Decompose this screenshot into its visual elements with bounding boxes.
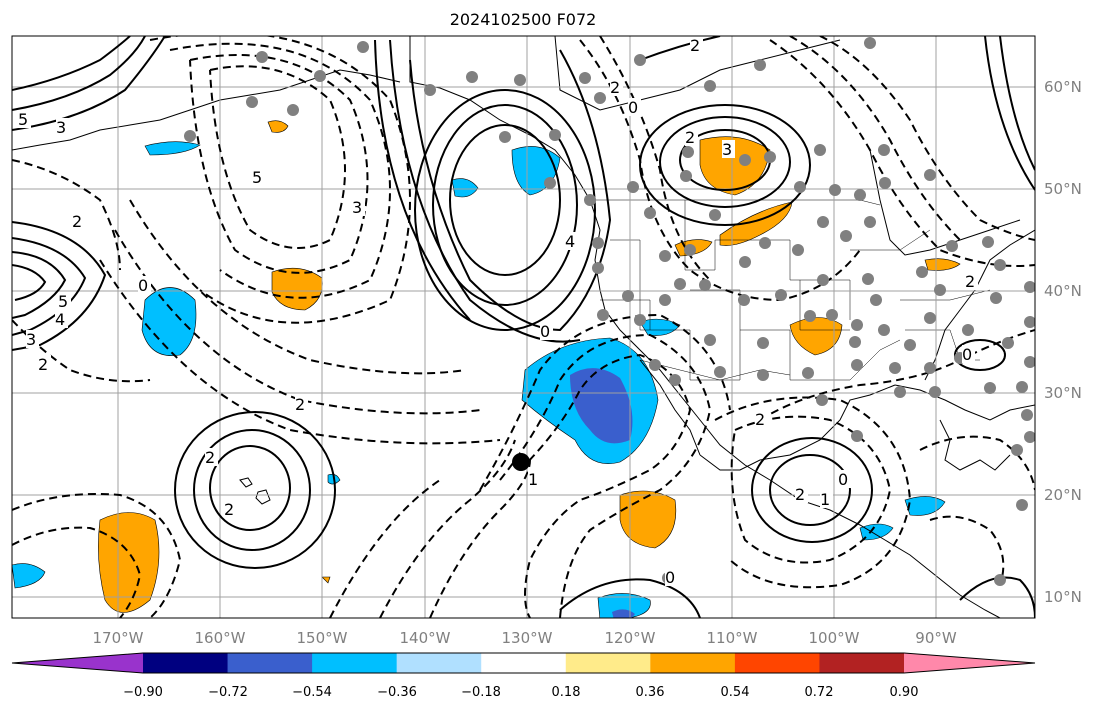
- contour-label: 2: [795, 485, 805, 504]
- contour-label: 0: [962, 345, 972, 364]
- contour-label: 3: [722, 140, 732, 159]
- contour-label: 4: [55, 310, 65, 329]
- contour-label: 0: [628, 98, 638, 117]
- colorbar-tick-labels: −0.90 −0.72 −0.54 −0.36 −0.18 0.18 0.36 …: [123, 685, 918, 700]
- colorbar-segment: [396, 653, 482, 673]
- positive-region: [321, 576, 331, 584]
- colorbar-tick-label: 0.72: [805, 685, 834, 700]
- lat-label: 20°N: [1044, 486, 1082, 504]
- contour-label: 2: [610, 78, 620, 97]
- lon-label: 160°W: [195, 629, 246, 647]
- contour-label: 2: [38, 355, 48, 374]
- map-title: 2024102500 F072: [449, 10, 597, 29]
- colorbar: [11, 652, 1036, 674]
- negative-region: [141, 287, 197, 357]
- colorbar-tick-label: −0.54: [292, 685, 332, 700]
- contour-label: 4: [565, 232, 575, 251]
- contour-label: 0: [138, 276, 148, 295]
- lat-label: 10°N: [1044, 588, 1082, 606]
- colorbar-segment: [819, 653, 905, 673]
- colorbar-segment: [650, 653, 736, 673]
- colorbar-tick-label: 0.36: [636, 685, 665, 700]
- longitude-labels: 170°W 160°W 150°W 140°W 130°W 120°W 110°…: [93, 629, 957, 647]
- coastlines: [12, 36, 1035, 618]
- lat-label: 60°N: [1044, 78, 1082, 96]
- colorbar-segment: [734, 653, 820, 673]
- colorbar-segment: [904, 653, 1035, 673]
- lon-label: 150°W: [297, 629, 348, 647]
- contour-label: 2: [685, 128, 695, 147]
- negative-region: [144, 141, 201, 156]
- lon-label: 170°W: [93, 629, 144, 647]
- lon-label: 120°W: [605, 629, 656, 647]
- contour-label: 2: [965, 272, 975, 291]
- lon-label: 130°W: [502, 629, 553, 647]
- contour-label: 5: [252, 168, 262, 187]
- positive-region: [271, 267, 323, 311]
- contour-label: 1: [820, 490, 830, 509]
- negative-region: [597, 593, 651, 618]
- colorbar-segment: [565, 653, 651, 673]
- colorbar-tick-label: −0.72: [208, 685, 248, 700]
- location-marker: [512, 453, 530, 471]
- colorbar-segment: [143, 653, 229, 673]
- map-frame: [11, 35, 1036, 619]
- lat-label: 40°N: [1044, 282, 1082, 300]
- lat-label: 50°N: [1044, 180, 1082, 198]
- contour-label: 2: [295, 395, 305, 414]
- graticule: [12, 36, 1035, 618]
- positive-contours: [12, 36, 1035, 618]
- lat-label: 30°N: [1044, 384, 1082, 402]
- contour-label: 1: [528, 470, 538, 489]
- lon-label: 100°W: [809, 629, 860, 647]
- negative-region: [612, 609, 635, 618]
- negative-region: [451, 178, 479, 198]
- contour-label: 3: [56, 118, 66, 137]
- positive-region: [619, 490, 677, 549]
- contour-label: 5: [18, 110, 28, 129]
- contour-label: 2: [72, 212, 82, 231]
- negative-region: [12, 563, 46, 589]
- colorbar-segment: [481, 653, 567, 673]
- lon-label: 90°W: [915, 629, 957, 647]
- contour-label: 3: [26, 330, 36, 349]
- political-boundaries: [595, 199, 991, 381]
- positive-region: [719, 201, 793, 246]
- colorbar-tick-label: 0.18: [552, 685, 581, 700]
- negative-region: [570, 368, 633, 444]
- colorbar-segment: [12, 653, 143, 673]
- station-dots: [184, 37, 1035, 586]
- contour-label: 2: [205, 448, 215, 467]
- contour-labels: 5 3 2 0 2 5 4 3 2 2 5 3 2 0: [18, 36, 978, 587]
- lon-label: 110°W: [707, 629, 758, 647]
- contour-label: 0: [665, 568, 675, 587]
- colorbar-segment: [227, 653, 313, 673]
- colorbar-tick-label: −0.90: [123, 685, 163, 700]
- colorbar-tick-label: −0.36: [377, 685, 417, 700]
- lon-label: 140°W: [400, 629, 451, 647]
- contour-label: 2: [755, 410, 765, 429]
- contour-label: 2: [224, 500, 234, 519]
- colorbar-outline: [11, 652, 1036, 674]
- colorbar-tick-label: 0.54: [721, 685, 750, 700]
- contour-label: 0: [838, 470, 848, 489]
- contour-label: 3: [352, 198, 362, 217]
- contour-label: 2: [690, 36, 700, 55]
- contour-label: 5: [58, 292, 68, 311]
- negative-region: [904, 496, 946, 516]
- colorbar-tick-label: −0.18: [461, 685, 501, 700]
- colorbar-tick-label: 0.90: [890, 685, 919, 700]
- negative-contours: [12, 36, 1035, 618]
- contour-label: 0: [540, 322, 550, 341]
- positive-region: [267, 120, 289, 133]
- latitude-labels: 60°N 50°N 40°N 30°N 20°N 10°N: [1044, 78, 1082, 606]
- colorbar-segment: [312, 653, 398, 673]
- negative-region: [859, 523, 894, 541]
